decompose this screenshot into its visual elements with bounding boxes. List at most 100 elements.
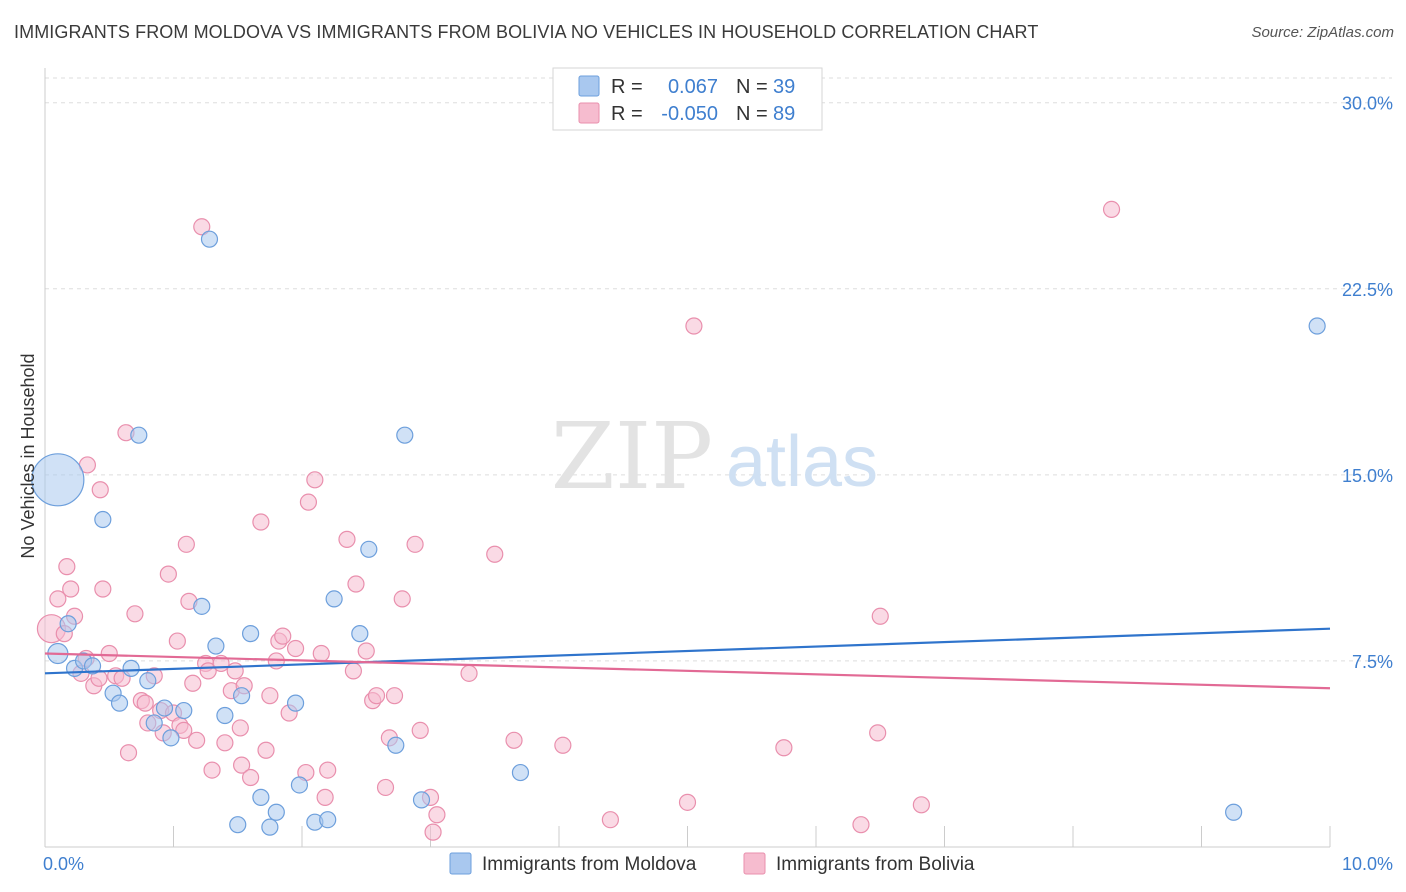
moldova-point: [511, 763, 530, 782]
bolivia-point: [1102, 200, 1121, 219]
moldova-point: [387, 736, 405, 754]
bolivia-point: [274, 627, 292, 645]
moldova-point: [319, 811, 337, 829]
bolivia-point: [226, 662, 244, 680]
moldova-point: [83, 657, 102, 675]
moldova-point: [94, 510, 112, 529]
bolivia-point: [678, 793, 697, 811]
bolivia-point: [49, 590, 67, 608]
bolivia-point: [912, 796, 930, 814]
bolivia-point: [775, 739, 793, 757]
moldova-point: [1308, 317, 1326, 335]
y-tick-label: 15.0%: [1342, 466, 1393, 486]
moldova-point: [216, 706, 234, 725]
bolivia-point: [58, 558, 76, 576]
bolivia-point: [505, 731, 523, 749]
source-label: Source: ZipAtlas.com: [1251, 24, 1394, 41]
moldova-point: [122, 659, 140, 677]
series-legend: Immigrants from Moldova Immigrants from …: [449, 852, 975, 875]
bolivia-point: [347, 575, 365, 593]
bolivia-point: [188, 731, 206, 749]
series-legend-label-moldova: Immigrants from Moldova: [482, 854, 697, 875]
bolivia-point: [126, 605, 144, 623]
bolivia-point: [486, 545, 504, 563]
bolivia-point: [367, 687, 386, 705]
bolivia-point: [94, 580, 112, 598]
watermark-zip: ZIP: [551, 403, 713, 510]
legend-n-label-moldova: N =: [736, 76, 768, 98]
trend-lines: [44, 627, 1331, 690]
moldova-point: [396, 426, 414, 444]
chart-title: IMMIGRANTS FROM MOLDOVA VS IMMIGRANTS FR…: [14, 22, 1039, 42]
bolivia-point: [393, 590, 411, 608]
bolivia-point: [306, 471, 324, 489]
bolivia-point: [91, 481, 109, 499]
moldova-point: [162, 729, 180, 747]
bolivia-point: [62, 580, 80, 598]
moldova-trend-line: [44, 627, 1331, 675]
bolivia-point: [312, 644, 330, 663]
y-axis-label: No Vehicles in Household: [18, 353, 38, 558]
moldova-point: [193, 597, 211, 615]
y-tick-label: 30.0%: [1342, 94, 1393, 114]
moldova-point: [360, 540, 378, 558]
moldova-point: [175, 701, 193, 720]
moldova-point: [200, 230, 219, 248]
correlation-legend: R = 0.067 N = 39 R = -0.050 N = 89: [552, 67, 823, 131]
moldova-point: [155, 699, 174, 717]
bolivia-point: [233, 756, 251, 774]
bolivia-point: [338, 530, 356, 548]
series-legend-label-bolivia: Immigrants from Bolivia: [776, 854, 975, 875]
moldova-point: [325, 590, 343, 608]
moldova-point: [290, 776, 309, 794]
moldova-point: [59, 615, 77, 633]
moldova-point: [252, 788, 270, 806]
legend-n-value-moldova: 39: [773, 76, 795, 98]
series-legend-swatch-bolivia: [743, 852, 766, 875]
bolivia-point: [685, 317, 703, 335]
bolivia-point: [184, 674, 202, 692]
bolivia-point: [193, 218, 211, 236]
bolivia-point: [168, 632, 186, 650]
bolivia-point: [852, 816, 870, 834]
bolivia-point: [871, 607, 889, 625]
bolivia-point: [406, 535, 424, 553]
bolivia-point: [216, 734, 234, 752]
bolivia-point: [357, 642, 375, 660]
moldova-point: [261, 818, 279, 836]
moldova-point: [351, 625, 369, 643]
bolivia-point: [299, 493, 318, 511]
bolivia-point: [460, 664, 478, 682]
legend-n-value-bolivia: 89: [773, 103, 795, 125]
bolivia-point: [257, 741, 275, 759]
bolivia-points: [36, 200, 1121, 841]
series-legend-swatch-moldova: [449, 852, 472, 875]
legend-swatch-bolivia: [578, 102, 600, 124]
bolivia-point: [869, 724, 887, 742]
moldova-point: [412, 791, 431, 809]
moldova-point: [139, 672, 157, 690]
grid-lines: [45, 77, 1392, 662]
bolivia-point: [385, 687, 404, 705]
bolivia-point: [411, 721, 429, 739]
bolivia-trend-line: [44, 652, 1331, 690]
bolivia-point: [177, 535, 195, 553]
bolivia-point: [316, 788, 334, 806]
moldova-point: [233, 687, 251, 705]
legend-r-value-moldova: 0.067: [668, 76, 718, 98]
bolivia-point: [344, 662, 362, 680]
legend-r-label-moldova: R =: [611, 76, 643, 98]
moldova-point: [207, 637, 225, 655]
x-tick-label-max: 10.0%: [1342, 854, 1393, 874]
legend-swatch-moldova: [578, 75, 600, 97]
bolivia-point: [100, 644, 118, 663]
bolivia-point: [376, 778, 395, 797]
legend-r-label-bolivia: R =: [611, 103, 643, 125]
y-tick-label: 7.5%: [1352, 652, 1393, 672]
bolivia-point: [601, 811, 620, 829]
bolivia-point: [286, 639, 305, 658]
legend-r-value-bolivia: -0.050: [661, 103, 718, 125]
moldova-point: [267, 803, 285, 821]
moldova-point: [229, 816, 247, 834]
